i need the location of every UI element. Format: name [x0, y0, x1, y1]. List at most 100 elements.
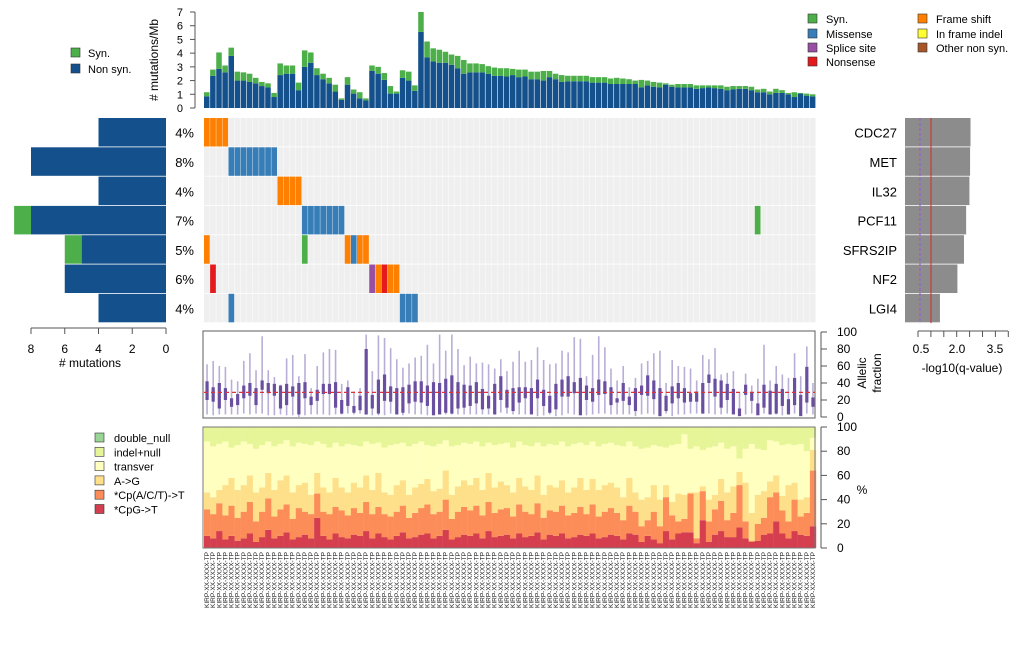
spectrum-seg-atog	[448, 494, 456, 519]
allelic-y-label-2: fraction	[870, 353, 884, 392]
sample-label: KIRP-XX-XXXX-TP	[222, 552, 229, 608]
spectrum-seg-transver	[742, 448, 749, 483]
tmb-bar-syn	[730, 86, 736, 90]
spectrum-seg-cpg	[510, 538, 517, 548]
spectrum-seg-cpa	[669, 515, 676, 540]
spectrum-seg-cpg	[301, 534, 309, 548]
oncoprint-cell-empty	[222, 264, 229, 293]
oncoprint-cell-empty	[620, 205, 626, 235]
inframe-swatch	[917, 28, 928, 39]
spectrum-seg-indel	[387, 427, 394, 446]
tmb-bar-syn	[405, 71, 412, 81]
oncoprint-cell-empty	[357, 205, 363, 235]
oncoprint-cell-empty	[571, 293, 577, 323]
spectrum-seg-atog	[412, 487, 419, 513]
spectrum-seg-atog	[308, 494, 315, 515]
oncoprint-cell-missense	[320, 205, 326, 235]
oncoprint-cell-empty	[589, 264, 596, 293]
oncoprint-cell-empty	[454, 264, 461, 293]
tmb-bar-syn	[516, 69, 522, 78]
tmb-bar-syn	[326, 77, 332, 84]
spectrum-seg-transver	[301, 443, 309, 483]
spectrum-seg-cpa	[271, 516, 278, 539]
oncoprint-cell-empty	[614, 118, 620, 147]
spectrum-seg-transver	[540, 446, 547, 495]
tmb-bar-nonsyn	[754, 92, 761, 108]
gene-count-bar-nonsyn	[81, 235, 166, 264]
spectrum-seg-transver	[797, 443, 804, 500]
spectrum-seg-indel	[295, 427, 303, 443]
spectrum-seg-cpg	[265, 529, 272, 548]
oncoprint-cell-empty	[246, 118, 253, 147]
spectrum-seg-indel	[614, 427, 621, 446]
oncoprint-cell-empty	[540, 176, 547, 206]
spectrum-seg-cpa	[638, 526, 645, 542]
spectrum-seg-cpa	[522, 511, 529, 538]
oncoprint-cell-missense	[228, 147, 235, 176]
oncoprint-cell-empty	[779, 205, 785, 235]
spectrum-seg-transver	[344, 443, 352, 493]
oncoprint-cell-empty	[510, 293, 516, 323]
oncoprint-cell-empty	[577, 235, 584, 264]
oncoprint-cell-empty	[375, 118, 382, 147]
tmb-bar-syn	[724, 86, 730, 91]
sample-label: KIRP-XX-XXXX-TP	[406, 552, 413, 608]
spectrum-seg-cpg	[693, 543, 700, 548]
oncoprint-cell-empty	[442, 235, 449, 264]
tmb-bar-nonsyn	[638, 87, 645, 108]
oncoprint-cell-empty	[516, 235, 522, 264]
oncoprint-cell-empty	[797, 176, 804, 206]
oncoprint-cell-empty	[522, 205, 528, 235]
sample-label: KIRP-XX-XXXX-TP	[559, 552, 566, 608]
oncoprint-cell-empty	[222, 293, 229, 323]
oncoprint-cell-empty	[222, 147, 229, 176]
spectrum-seg-cpa	[491, 512, 498, 538]
oncoprint-cell-empty	[393, 147, 400, 176]
oncoprint-cell-empty	[418, 264, 424, 293]
oncoprint-cell-empty	[503, 264, 510, 293]
spectrum-seg-cpg	[430, 538, 437, 548]
spectrum-seg-cpg	[332, 533, 339, 548]
oncoprint-cell-empty	[204, 205, 210, 235]
oncoprint-cell-missense	[265, 147, 271, 176]
oncoprint-cell-empty	[748, 235, 755, 264]
tmb-bar-syn	[467, 63, 473, 73]
spectrum-seg-transver	[528, 446, 535, 490]
spectrum-seg-indel	[797, 427, 804, 444]
spectrum-seg-indel	[289, 427, 296, 447]
spectrum-seg-cpg	[779, 533, 786, 548]
oncoprint-cell-empty	[632, 235, 639, 264]
oncoprint-cell-missense	[246, 147, 253, 176]
spectrum-seg-cpg	[357, 535, 364, 548]
tmb-bar-nonsyn	[503, 76, 510, 108]
spectrum-seg-cpa	[265, 498, 272, 530]
oncoprint-cell-empty	[571, 264, 577, 293]
oncoprint-cell-empty	[809, 264, 816, 293]
tmb-bar-nonsyn	[350, 93, 357, 108]
sample-label: KIRP-XX-XXXX-TP	[584, 552, 591, 608]
oncoprint-cell-empty	[375, 235, 382, 264]
gene-percent-label: 6%	[175, 272, 194, 287]
sample-label: KIRP-XX-XXXX-TP	[626, 552, 633, 608]
qvalue-bar	[905, 176, 970, 206]
oncoprint-cell-empty	[620, 147, 626, 176]
oncoprint-cell-empty	[797, 147, 804, 176]
oncoprint-cell-empty	[436, 235, 443, 264]
oncoprint-cell-empty	[681, 293, 688, 323]
spectrum-seg-indel	[742, 427, 749, 449]
oncoprint-cell-empty	[320, 147, 326, 176]
spectrum-seg-atog	[344, 492, 352, 516]
spectrum-seg-indel	[393, 427, 401, 444]
sample-label: KIRP-XX-XXXX-TP	[681, 552, 688, 608]
sample-label: KIRP-XX-XXXX-TP	[522, 552, 529, 608]
spectrum-seg-cpa	[344, 515, 352, 539]
spectrum-seg-atog	[338, 487, 345, 511]
spectrum-seg-atog	[320, 487, 327, 512]
oncoprint-cell-empty	[534, 176, 541, 206]
oncoprint-cell-empty	[363, 176, 369, 206]
tmb-bar-nonsyn	[797, 93, 804, 108]
oncoprint-cell-empty	[803, 118, 810, 147]
spectrum-seg-cpg	[601, 537, 609, 548]
spectrum-seg-transver	[430, 446, 437, 492]
